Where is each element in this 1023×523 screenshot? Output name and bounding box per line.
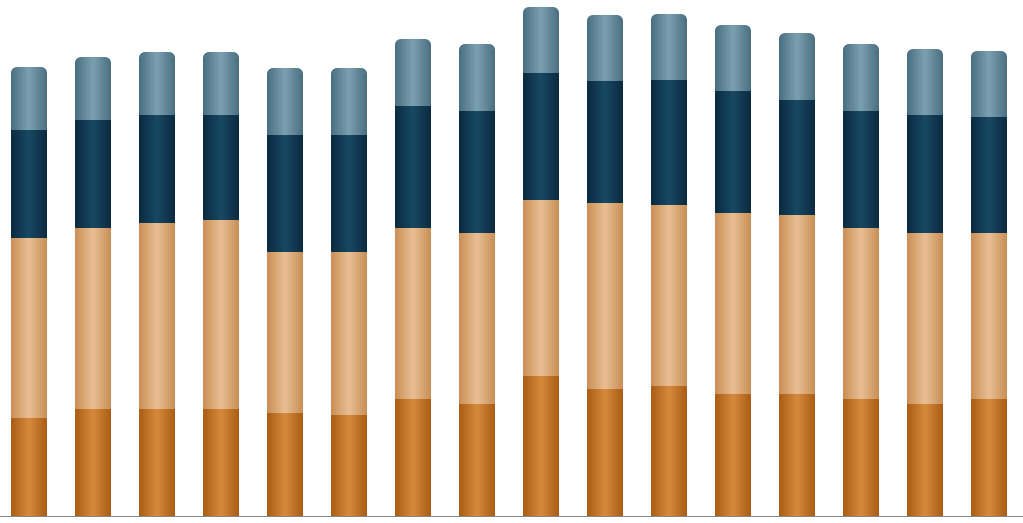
bar-segment-seg4 [843,44,879,110]
bar-segment-seg2 [779,215,815,394]
bar-segment-seg1 [139,409,175,516]
bar-segment-seg1 [715,394,751,516]
bar-segment-seg4 [75,57,111,121]
bar-segment-seg2 [907,233,943,404]
bar-segment-seg4 [971,51,1007,117]
bar [331,68,367,516]
bar-segment-seg2 [523,200,559,376]
bar-segment-seg3 [267,135,303,252]
bar-segment-seg1 [459,404,495,516]
bar-segment-seg3 [587,81,623,203]
bar-segment-seg2 [267,252,303,413]
bar-segment-seg1 [331,415,367,516]
bar-segment-seg1 [75,409,111,516]
bar [523,7,559,516]
bar-segment-seg4 [651,14,687,80]
bar-segment-seg2 [971,233,1007,399]
bar [75,57,111,516]
bar-segment-seg3 [203,115,239,220]
bar-segment-seg4 [715,25,751,91]
bar-segment-seg2 [11,238,47,419]
bar-segment-seg3 [11,130,47,237]
bar-segment-seg4 [395,39,431,105]
bar-segment-seg1 [523,376,559,516]
bar-segment-seg4 [203,52,239,116]
bar-segment-seg2 [587,203,623,389]
bar [907,49,943,516]
bar-segment-seg2 [651,205,687,386]
bar [11,67,47,516]
bar-segment-seg1 [971,399,1007,516]
bar-segment-seg2 [459,233,495,404]
bar [587,15,623,516]
bar-segment-seg1 [651,386,687,516]
bar-segment-seg3 [395,106,431,228]
bar-segment-seg1 [203,409,239,516]
stacked-bar-chart [0,0,1023,523]
bar-segment-seg3 [971,117,1007,232]
bar-segment-seg4 [267,68,303,134]
bar-segment-seg2 [75,228,111,409]
bar-segment-seg3 [459,111,495,233]
bar-segment-seg4 [331,68,367,134]
bar-segment-seg3 [651,80,687,205]
chart-baseline [0,516,1023,517]
bar-segment-seg4 [139,52,175,116]
bar-segment-seg2 [715,213,751,394]
bar-segment-seg4 [523,7,559,73]
bar-segment-seg3 [907,115,943,232]
bar-segment-seg1 [907,404,943,516]
bar-segment-seg3 [715,91,751,213]
bar [203,52,239,516]
bar [715,25,751,517]
bar-segment-seg4 [459,44,495,110]
bar-segment-seg4 [587,15,623,81]
bar-segment-seg4 [907,49,943,115]
bar-segment-seg2 [139,223,175,409]
bar-segment-seg2 [203,220,239,409]
bar [971,51,1007,516]
bar [395,39,431,516]
bar-segment-seg1 [843,399,879,516]
bar-segment-seg3 [331,135,367,252]
bar-segment-seg3 [843,111,879,228]
bar-segment-seg2 [395,228,431,399]
bar-segment-seg3 [779,100,815,215]
bar [651,14,687,516]
bar [459,44,495,516]
bar-segment-seg4 [779,33,815,99]
bar [779,33,815,516]
bar-segment-seg3 [75,120,111,227]
bar-segment-seg4 [11,67,47,131]
bar-segment-seg1 [779,394,815,516]
bar-segment-seg1 [587,389,623,516]
bar [139,52,175,516]
bar-segment-seg1 [11,418,47,516]
bar-segment-seg3 [139,115,175,222]
bar-segment-seg2 [843,228,879,399]
bar-segment-seg2 [331,252,367,415]
bar-segment-seg1 [267,413,303,516]
bar [267,68,303,516]
bar-segment-seg3 [523,73,559,200]
bar [843,44,879,516]
bar-segment-seg1 [395,399,431,516]
